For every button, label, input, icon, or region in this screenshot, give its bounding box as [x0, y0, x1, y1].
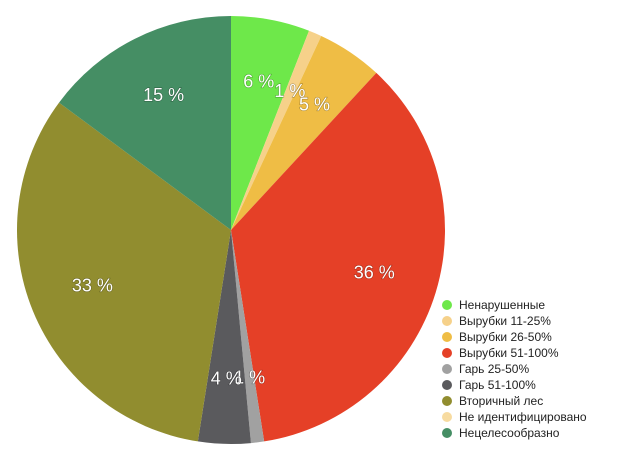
legend-item-9: Нецелесообразно: [440, 425, 616, 441]
pie-slice-4: [231, 72, 445, 442]
legend-label: Нецелесообразно: [459, 426, 560, 440]
legend-item-3: Вырубки 26-50%: [440, 329, 616, 345]
pie-data-label-9: 15 %: [143, 85, 184, 105]
legend-item-4: Вырубки 51-100%: [440, 345, 616, 361]
chart-legend: Ненарушенные Вырубки 11-25% Вырубки 26-50%…: [440, 296, 616, 442]
pie-slices: [16, 16, 445, 445]
pie-data-label-3: 5 %: [299, 94, 330, 114]
pie-slice-2: [231, 30, 322, 231]
legend-label: Гарь 25-50%: [459, 362, 530, 376]
legend-item-1: Ненарушенные: [440, 297, 616, 313]
legend-swatch-icon: [442, 300, 452, 310]
legend-label: Вторичный лес: [459, 394, 544, 408]
legend-label: Ненарушенные: [459, 298, 546, 312]
legend-swatch-icon: [442, 412, 452, 422]
legend-swatch-icon: [442, 364, 452, 374]
pie-slice-5: [231, 230, 265, 444]
legend-swatch-icon: [442, 348, 452, 358]
pie-data-label-6: 4 %: [211, 368, 242, 388]
legend-item-6: Гарь 51-100%: [440, 377, 616, 393]
pie-data-label-7: 33 %: [72, 276, 113, 296]
legend-label: Вырубки 51-100%: [459, 346, 559, 360]
pie-slice-6: [197, 230, 251, 445]
pie-data-label-4: 36 %: [354, 262, 395, 282]
legend-label: Вырубки 26-50%: [459, 330, 552, 344]
legend-swatch-icon: [442, 380, 452, 390]
pie-slice-1: [231, 16, 310, 230]
legend-swatch-icon: [442, 428, 452, 438]
pie-slice-9: [59, 16, 231, 230]
legend-swatch-icon: [442, 396, 452, 406]
pie-data-label-5: 1 %: [234, 367, 265, 387]
pie-slice-3: [231, 35, 377, 231]
legend-label: Гарь 51-100%: [459, 378, 536, 392]
legend-item-5: Гарь 25-50%: [440, 361, 616, 377]
pie-data-label-1: 6 %: [243, 72, 274, 92]
legend-swatch-icon: [442, 332, 452, 342]
legend-swatch-icon: [442, 316, 452, 326]
pie-data-label-2: 1 %: [274, 81, 305, 101]
legend-label: Не идентифицировано: [459, 410, 587, 424]
legend-item-8: Не идентифицировано: [440, 409, 616, 425]
legend-label: Вырубки 11-25%: [459, 314, 551, 328]
pie-data-labels: 6 % 1 %5 %36 %1 %4 %33 %15 %: [71, 71, 395, 389]
pie-slice-7: [16, 102, 231, 442]
legend-item-2: Вырубки 11-25%: [440, 313, 616, 329]
legend-item-7: Вторичный лес: [440, 393, 616, 409]
